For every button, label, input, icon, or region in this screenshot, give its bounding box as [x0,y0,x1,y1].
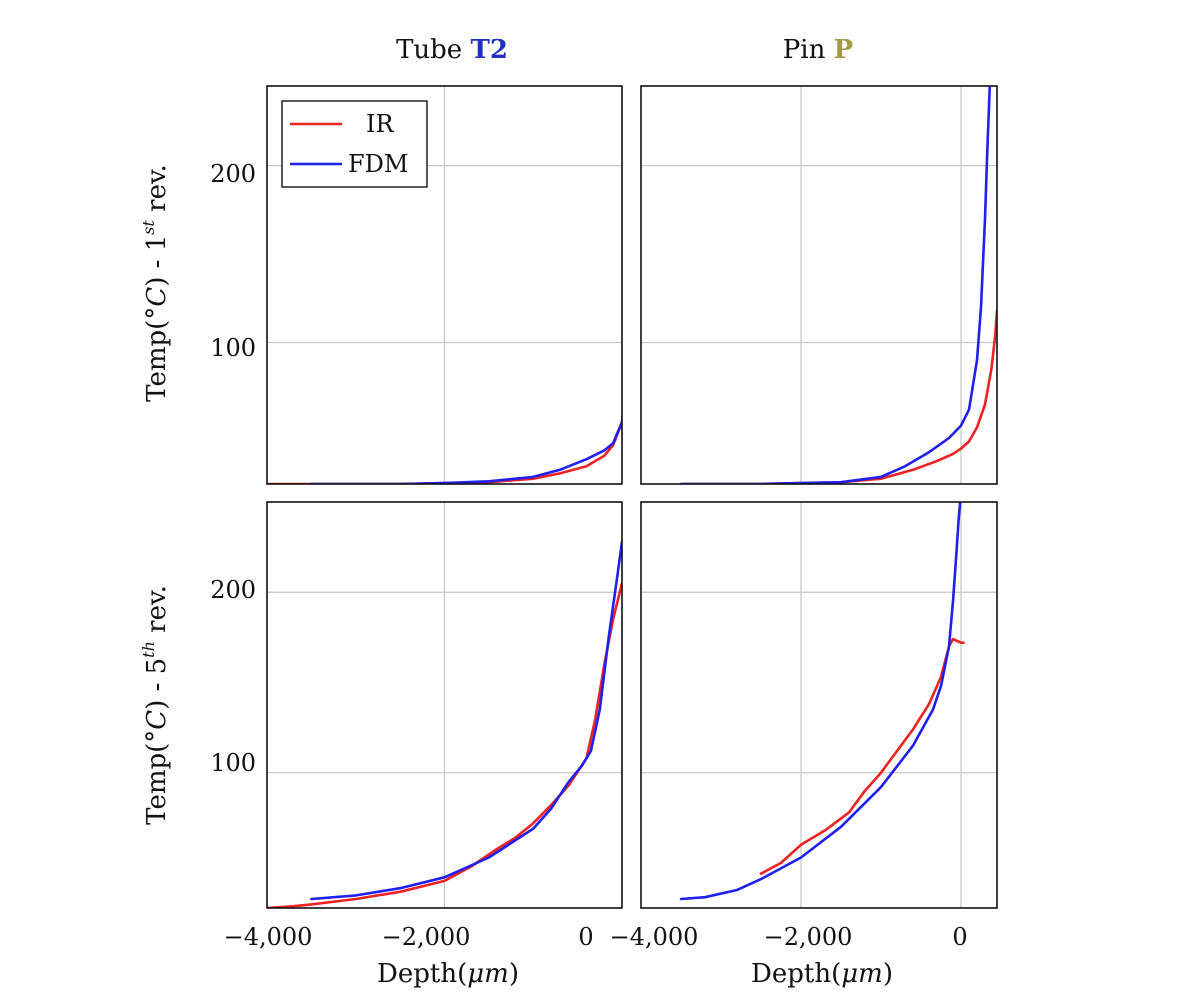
series-line-ir [679,309,997,484]
series-line-fdm [310,540,622,901]
y-tick-label: 200 [210,160,256,188]
x-tick-label: −4,000 [224,923,313,951]
series-line-fdm [679,502,962,901]
legend-label-ir: IR [366,110,394,138]
legend: IR FDM [281,100,428,188]
row-label-1st-rev: Temp(°C) - 1st rev. [139,164,172,402]
column-title-tube: Tube T2 [396,35,508,65]
series-line-fdm [679,86,992,484]
legend-label-fdm: FDM [348,150,408,178]
x-tick-label: −2,000 [382,923,471,951]
x-tick-label: −2,000 [764,923,853,951]
y-tick-label: 100 [210,334,256,362]
series-line-ir [267,411,622,484]
panel-tube-5th-rev [266,501,623,909]
row-label-5th-rev: Temp(°C) - 5th rev. [139,585,172,825]
series-line-fdm [310,410,622,484]
plot-frame [640,85,998,485]
y-tick-label: 100 [210,749,256,777]
plot-frame [266,501,623,909]
series-line-ir [267,581,622,908]
panel-pin-5th-rev [640,501,998,909]
plot-frame [640,501,998,909]
x-axis-label-right: Depth(μm) [751,959,893,989]
column-title-pin: Pin P [783,35,853,65]
series-line-ir [759,637,965,875]
panel-pin-1st-rev [640,85,998,485]
y-tick-label: 200 [210,576,256,604]
plot-frame [266,85,623,485]
x-axis-label-left: Depth(μm) [377,959,519,989]
x-tick-label: −4,000 [610,923,699,951]
x-tick-label: 0 [952,923,967,951]
x-tick-label: 0 [578,923,593,951]
